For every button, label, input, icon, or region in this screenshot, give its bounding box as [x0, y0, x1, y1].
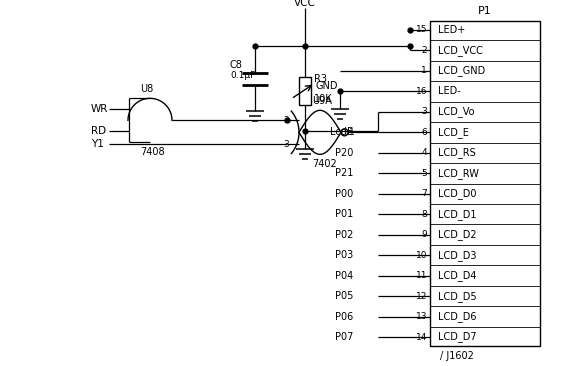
Text: P1: P1	[478, 6, 492, 16]
Text: LCD_GND: LCD_GND	[438, 66, 485, 76]
Text: LCD_D5: LCD_D5	[438, 291, 477, 302]
Text: LCD_E: LCD_E	[438, 127, 469, 138]
Text: 7408: 7408	[140, 147, 164, 157]
Bar	[430, 21, 540, 346]
Text: 11: 11	[416, 271, 427, 280]
Text: P06: P06	[335, 311, 353, 322]
Text: R3: R3	[314, 74, 327, 84]
Text: 14: 14	[416, 332, 427, 341]
Text: 10K: 10K	[314, 94, 332, 104]
Text: LCD_RS: LCD_RS	[438, 147, 476, 158]
Text: 12: 12	[416, 292, 427, 300]
Text: LCD_D7: LCD_D7	[438, 332, 477, 343]
Text: P07: P07	[335, 332, 353, 342]
Text: 9: 9	[422, 230, 427, 239]
Text: P00: P00	[335, 189, 353, 199]
Text: 13: 13	[416, 312, 427, 321]
Text: Y1: Y1	[91, 139, 104, 149]
Text: 3: 3	[422, 107, 427, 116]
Text: LED-: LED-	[438, 86, 461, 96]
Text: U8: U8	[140, 84, 153, 94]
Text: P02: P02	[335, 230, 353, 240]
Text: LCD_D6: LCD_D6	[438, 311, 477, 322]
Text: 15: 15	[416, 26, 427, 34]
Text: VCC: VCC	[294, 0, 316, 8]
Text: LCD_D1: LCD_D1	[438, 209, 477, 220]
Text: 2: 2	[422, 46, 427, 55]
Text: P21: P21	[335, 168, 353, 178]
Text: P04: P04	[335, 270, 353, 281]
Text: P01: P01	[335, 209, 353, 219]
Text: LCD_RW: LCD_RW	[438, 168, 479, 179]
Bar	[299, 77, 311, 105]
Text: 8: 8	[422, 210, 427, 219]
Text: 1: 1	[422, 67, 427, 75]
Text: U9A: U9A	[312, 96, 332, 107]
Text: 7: 7	[422, 189, 427, 198]
Text: 2: 2	[283, 116, 289, 125]
Text: LCD_D4: LCD_D4	[438, 270, 477, 281]
Text: RD: RD	[91, 126, 106, 136]
Text: 10: 10	[416, 251, 427, 259]
Text: LcdE: LcdE	[330, 127, 353, 137]
Text: LCD_D2: LCD_D2	[438, 229, 477, 240]
Text: / J1602: / J1602	[440, 351, 474, 361]
Text: LCD_Vo: LCD_Vo	[438, 107, 475, 117]
Text: 4: 4	[422, 148, 427, 157]
Text: LCD_VCC: LCD_VCC	[438, 45, 483, 56]
Text: C8: C8	[230, 60, 243, 70]
Text: P05: P05	[335, 291, 353, 301]
Text: P03: P03	[335, 250, 353, 260]
Text: 3: 3	[283, 140, 289, 149]
Text: LCD_D3: LCD_D3	[438, 250, 477, 261]
Text: 7402: 7402	[312, 159, 337, 169]
Text: 0.1μF: 0.1μF	[230, 71, 255, 80]
Text: P20: P20	[335, 148, 353, 158]
Text: GND: GND	[316, 81, 338, 92]
Text: 5: 5	[422, 169, 427, 178]
Text: WR: WR	[91, 104, 108, 114]
Text: 16: 16	[416, 87, 427, 96]
Text: 6: 6	[422, 128, 427, 137]
Text: LED+: LED+	[438, 25, 466, 35]
Text: 1: 1	[349, 128, 355, 137]
Text: LCD_D0: LCD_D0	[438, 188, 477, 199]
